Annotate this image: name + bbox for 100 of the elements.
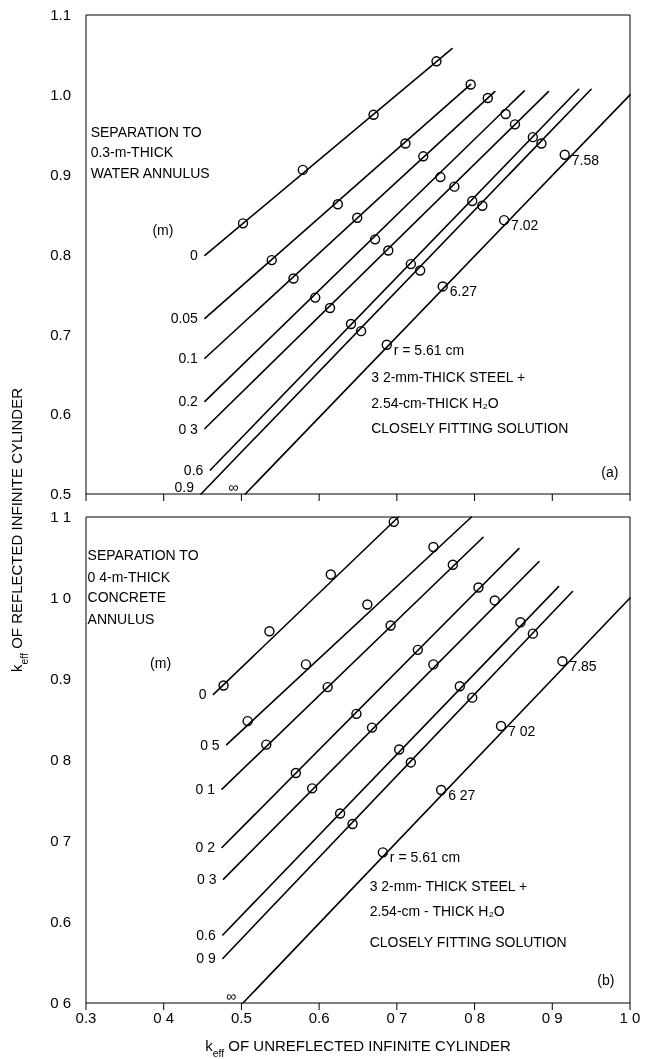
point <box>465 79 476 90</box>
point <box>290 767 302 779</box>
point <box>297 164 309 176</box>
point <box>473 582 484 593</box>
point <box>477 200 488 211</box>
annotation: 7.85 <box>569 658 597 675</box>
y-tick-label: 1.1 <box>50 6 71 24</box>
x-tick-label: 0 7 <box>386 1008 408 1026</box>
annotation: 0 4-m-THICK <box>87 568 171 585</box>
series-label: 0.6 <box>196 926 216 943</box>
point <box>368 109 379 120</box>
x-tick-label: 0 9 <box>541 1008 563 1026</box>
annotation: CONCRETE <box>87 589 167 606</box>
series-label: ∞ <box>228 479 239 495</box>
y-tick-label: 0 7 <box>50 832 71 850</box>
point <box>377 847 389 858</box>
annotation: CLOSELY FITTING SOLUTION <box>369 934 567 951</box>
series-label: 0.1 <box>178 350 199 367</box>
y-tick-label: 1 1 <box>50 508 71 526</box>
y-tick-label: 0 8 <box>50 751 71 769</box>
y-tick-label: 0.7 <box>50 325 71 343</box>
series-label: 0 3 <box>178 420 199 437</box>
point <box>557 655 568 667</box>
point <box>400 138 411 149</box>
y-tick-label: 0.6 <box>50 405 71 423</box>
annotation: 7.02 <box>511 217 539 234</box>
point <box>347 818 358 830</box>
point <box>435 171 446 183</box>
point <box>527 131 539 143</box>
annotation: (m) <box>152 221 174 238</box>
point <box>536 138 547 149</box>
y-tick-label: 1 0 <box>50 589 71 607</box>
point <box>300 659 312 670</box>
point <box>435 784 447 796</box>
point <box>242 715 253 727</box>
point <box>437 281 448 292</box>
x-tick-label: 1 0 <box>619 1008 641 1026</box>
y-tick-label: 0.9 <box>50 670 71 688</box>
point <box>324 302 336 314</box>
y-tick-label: 1.0 <box>50 86 71 104</box>
series-label: ∞ <box>226 988 236 1004</box>
x-axis-title: k$_{eff}$ OF UNREFLECTED INFINITE CYLINDER <box>205 1037 511 1059</box>
series-label: 0.6 <box>183 462 204 479</box>
annotation: 7.58 <box>571 151 600 168</box>
series-label: 0 2 <box>195 839 216 856</box>
point <box>334 808 346 819</box>
annotation: r = 5.61 cm <box>393 341 465 358</box>
point <box>482 92 493 104</box>
series-label: 0 <box>190 247 199 264</box>
annotation: ANNULUS <box>87 611 155 628</box>
point <box>431 56 442 67</box>
point <box>467 692 478 703</box>
annotation: 2.54-cm - THICK H₂O <box>369 902 505 919</box>
point <box>412 644 424 656</box>
point <box>288 273 299 284</box>
point <box>352 212 363 223</box>
point <box>428 659 439 670</box>
point <box>385 620 396 631</box>
point <box>383 245 394 256</box>
annotation: 0.3-m-THICK <box>90 144 174 161</box>
y-tick-label: 0.8 <box>50 245 71 263</box>
point <box>509 119 521 130</box>
point <box>306 783 318 794</box>
series-label: 0 1 <box>195 781 216 798</box>
annotation: (m) <box>150 654 172 671</box>
point <box>325 569 336 580</box>
series-label: 0 5 <box>200 736 220 753</box>
series-label: 0 <box>198 686 207 703</box>
point <box>266 254 277 266</box>
y-tick-label: 0.5 <box>50 485 71 503</box>
annotation: 6.27 <box>449 283 478 300</box>
point <box>355 325 367 337</box>
point <box>261 739 272 750</box>
x-tick-label: 0 4 <box>153 1008 175 1026</box>
point <box>369 234 381 245</box>
y-tick-label: 0 6 <box>50 994 71 1012</box>
x-tick-label: 0 8 <box>464 1008 485 1026</box>
y-tick-label: 0.9 <box>50 165 71 183</box>
point <box>405 258 417 270</box>
point <box>428 541 439 553</box>
series-label: 0.2 <box>178 393 199 410</box>
point <box>495 720 507 732</box>
y-tick-label: 0.6 <box>50 913 71 931</box>
point <box>332 199 343 210</box>
annotation: SEPARATION TO <box>87 547 199 564</box>
annotation: 7 02 <box>507 722 536 739</box>
annotation: 2.54-cm-THICK H₂O <box>371 394 499 411</box>
point <box>310 292 321 303</box>
series-label: 0 3 <box>197 871 217 888</box>
annotation: WATER ANNULUS <box>90 165 210 182</box>
annotation: (a) <box>601 463 619 480</box>
point <box>322 681 333 693</box>
point <box>489 595 500 606</box>
annotation: SEPARATION TO <box>90 123 202 140</box>
annotation: (b) <box>597 971 615 988</box>
point <box>264 626 275 637</box>
point <box>559 149 570 160</box>
series-label: 0.05 <box>170 310 199 327</box>
point <box>393 744 405 755</box>
annotation: r = 5.61 cm <box>389 849 461 866</box>
